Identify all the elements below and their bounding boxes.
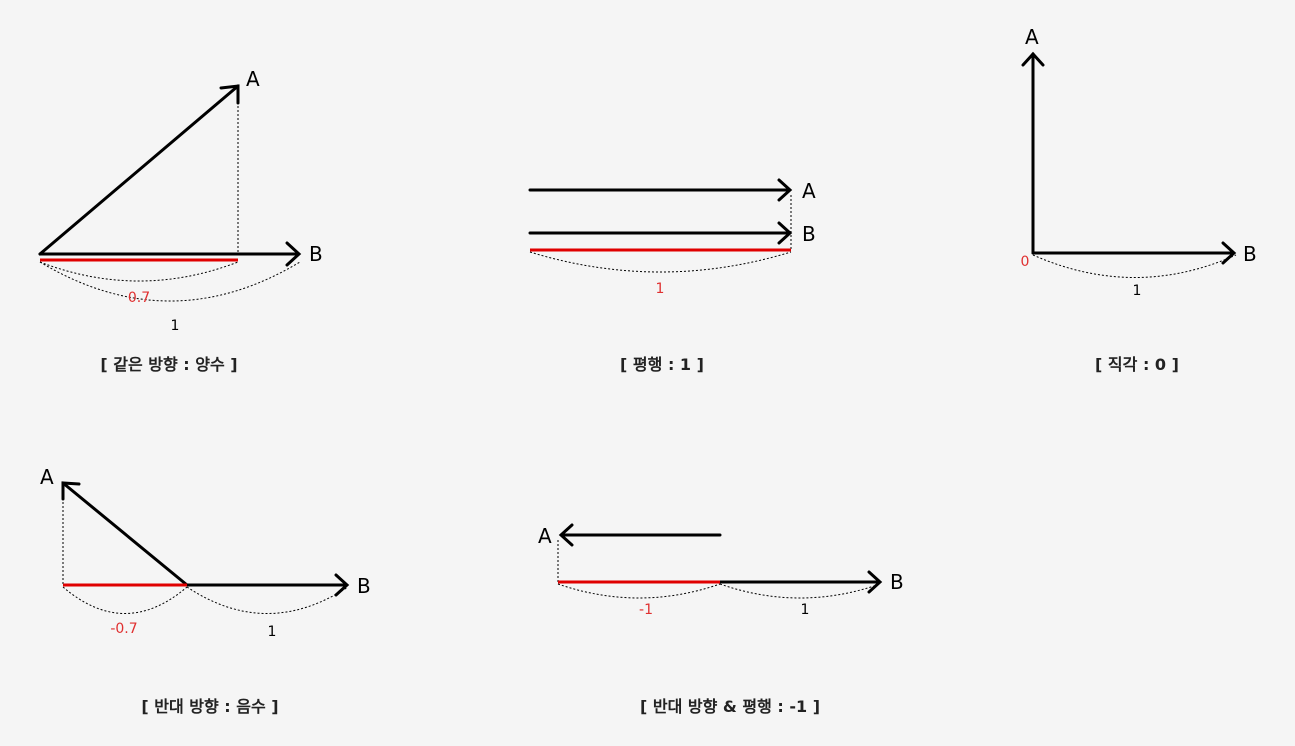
vector-a-label: A [246, 67, 260, 91]
length-brace [39, 261, 301, 302]
arrowhead-b [777, 221, 793, 245]
vector-b-label: B [1243, 242, 1257, 266]
vector-a-label: A [802, 179, 816, 203]
arrowhead-a [1021, 51, 1045, 67]
vector-a-label: A [40, 465, 54, 489]
vector-b-label: B [309, 242, 323, 266]
length-brace [1032, 254, 1237, 278]
projection-value-label: 1 [656, 281, 665, 297]
arrowhead-a [61, 481, 81, 501]
caption-perpendicular: [ 직각 : 0 ] [1095, 355, 1179, 374]
caption-parallel: [ 평행 : 1 ] [620, 355, 704, 374]
projection-brace [529, 251, 792, 273]
vector-a-label: A [538, 524, 552, 548]
arrowhead-b [867, 570, 883, 594]
vector-a [61, 481, 189, 587]
length-value-label: 1 [801, 602, 810, 618]
caption-same-direction: [ 같은 방향 : 양수 ] [100, 355, 237, 374]
projection-brace [557, 583, 721, 599]
length-brace [186, 586, 349, 614]
panel-perpendicular: A B 0 1 [ 직각 : 0 ] [1021, 25, 1257, 374]
arrowhead-b [1221, 241, 1237, 265]
arrowhead-a [777, 178, 793, 202]
vector-b-label: B [802, 222, 816, 246]
projection-brace [62, 586, 188, 614]
arrowhead-a [219, 84, 240, 105]
vector-b-label: B [357, 574, 371, 598]
arrowhead-b [285, 241, 302, 267]
projection-value-label: 0 [1021, 254, 1030, 270]
vector-b-label: B [890, 570, 904, 594]
projection-value-label: -1 [639, 602, 653, 618]
panel-opposite-parallel: A B -1 1 [ 반대 방향 & 평행 : -1 ] [538, 523, 904, 716]
caption-opposite-direction: [ 반대 방향 : 음수 ] [141, 697, 278, 716]
projection-value-label: -0.7 [110, 621, 137, 637]
length-value-label: 1 [268, 624, 277, 640]
panel-same-direction: A B 0.7 1 [ 같은 방향 : 양수 ] [38, 67, 323, 374]
panel-opposite-direction: A B -0.7 1 [ 반대 방향 : 음수 ] [40, 465, 371, 716]
arrowhead-a [558, 523, 574, 547]
arrowhead-b [334, 573, 350, 597]
panel-parallel: A B 1 [ 평행 : 1 ] [528, 178, 816, 374]
length-value-label: 1 [1133, 283, 1142, 299]
length-brace [719, 583, 881, 599]
projection-brace [39, 261, 239, 282]
caption-opposite-parallel: [ 반대 방향 & 평행 : -1 ] [640, 697, 820, 716]
length-value-label: 1 [171, 318, 180, 334]
vector-a-label: A [1025, 25, 1039, 49]
projection-value-label: 0.7 [128, 290, 150, 306]
vector-a [38, 84, 240, 256]
